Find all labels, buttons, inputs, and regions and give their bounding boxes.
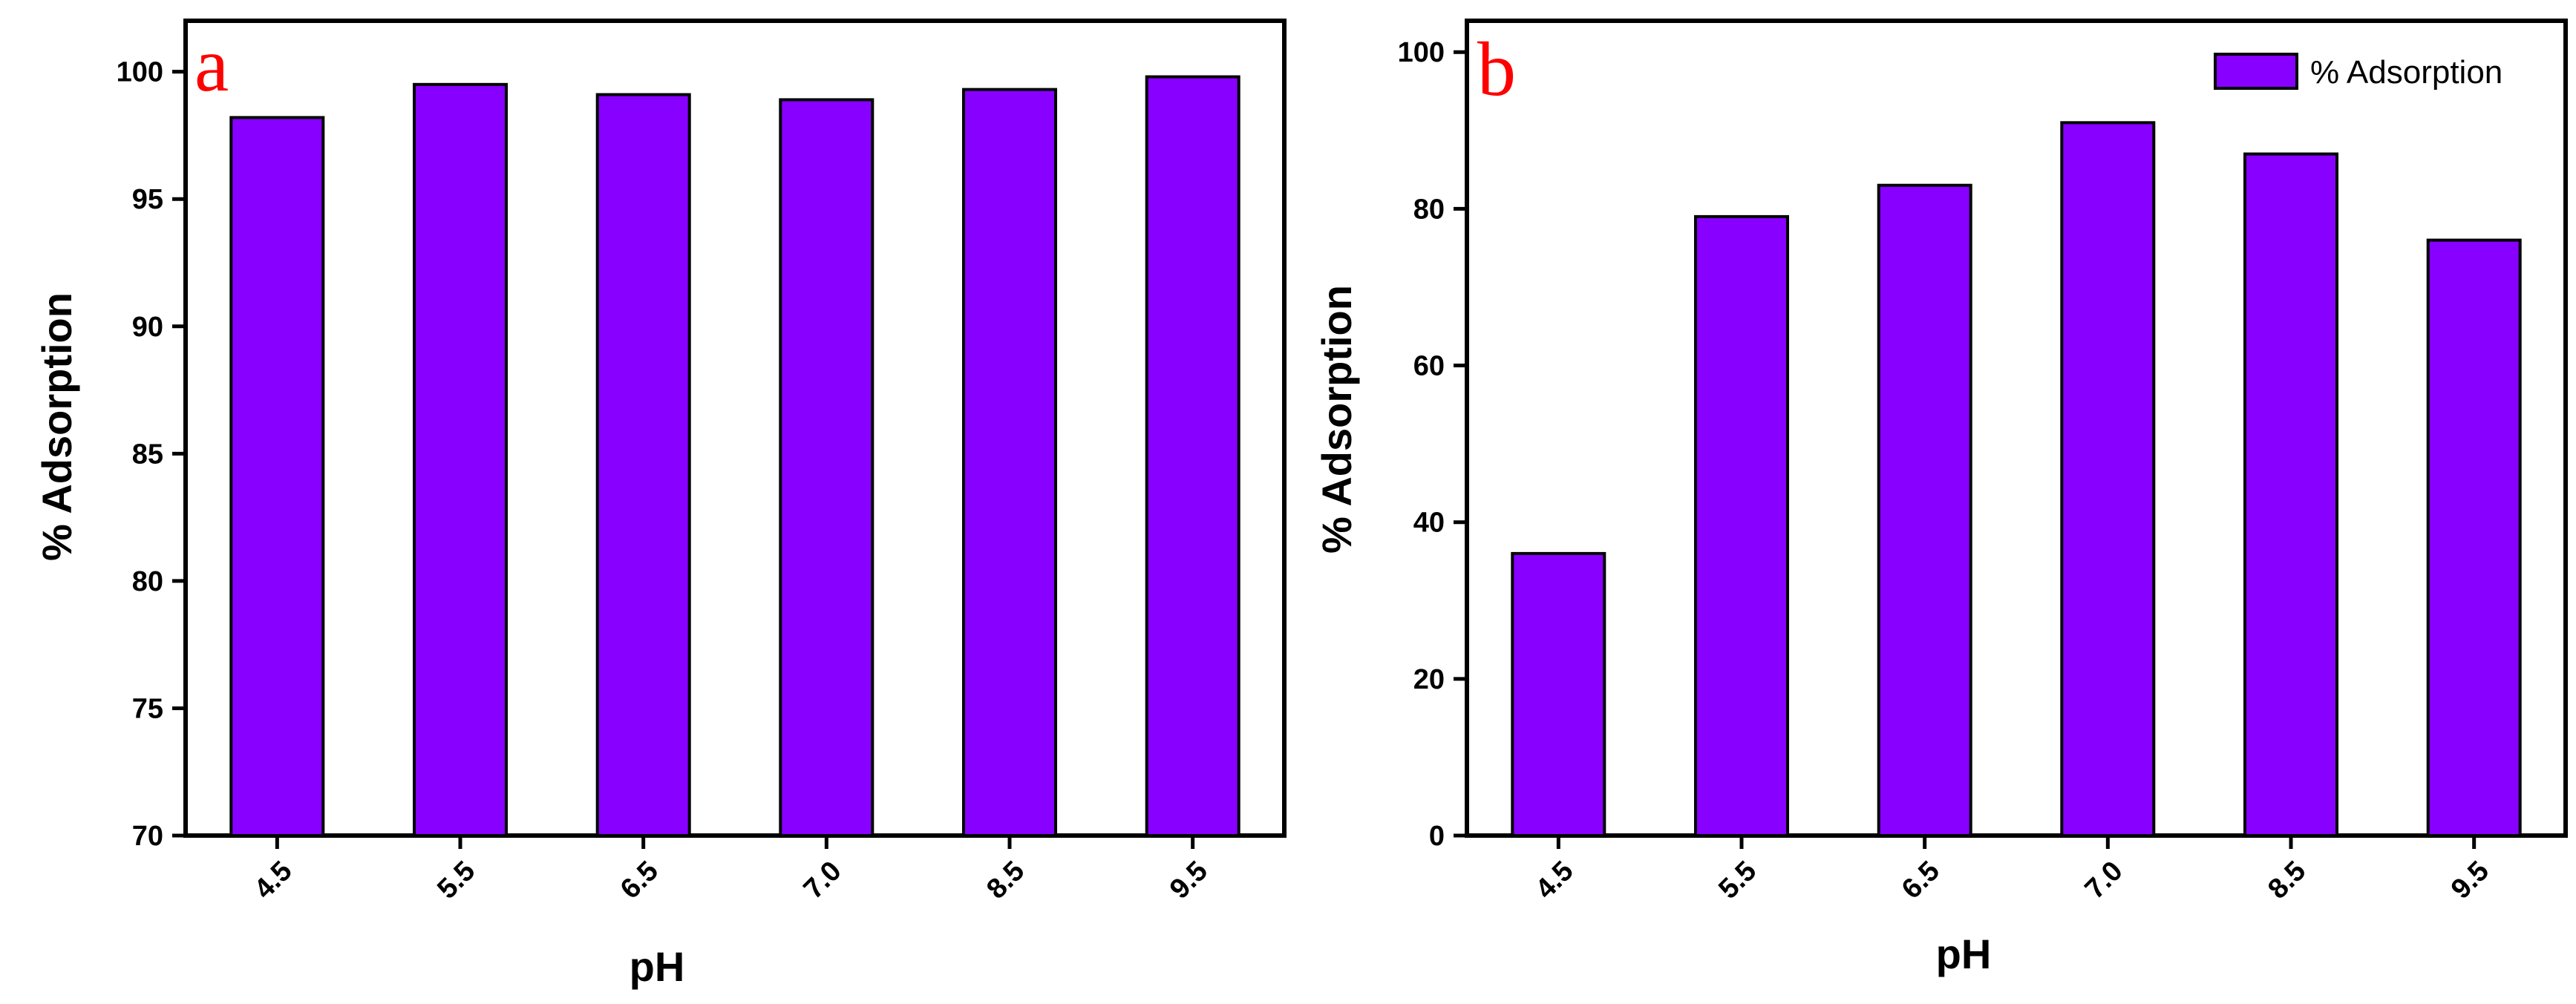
- panel-a-x-axis: 4.5 5.5 6.5 7.0 8.5 9.5: [249, 836, 1214, 905]
- panel-b-plot-frame: [1465, 19, 2568, 838]
- panel-b-x-axis-title: pH: [1936, 931, 1992, 977]
- x-tick-label: 7.0: [798, 856, 848, 905]
- y-tick-label: 70: [132, 821, 163, 852]
- y-tick-label: 80: [132, 566, 163, 597]
- x-tick-label: 8.5: [981, 856, 1030, 905]
- bar-4.5: [1511, 551, 1606, 838]
- x-tick-label: 9.5: [2445, 856, 2495, 905]
- bar-4.5: [229, 116, 325, 837]
- panel-a-plot-frame: [183, 19, 1287, 838]
- y-tick-label: 90: [132, 312, 163, 343]
- bar-8.5: [962, 88, 1057, 838]
- x-tick-label: 4.5: [1530, 856, 1580, 905]
- bar-7.0: [779, 98, 875, 837]
- legend-swatch: [2214, 53, 2298, 90]
- panel-a-x-axis-title: pH: [630, 943, 685, 990]
- y-tick-label: 40: [1413, 508, 1445, 539]
- x-tick-label: 7.0: [2079, 856, 2129, 905]
- bar-8.5: [2243, 152, 2338, 837]
- y-tick-label: 95: [132, 184, 163, 215]
- y-tick-label: 100: [117, 57, 163, 88]
- panel-a-y-axis: 70 75 80 85 90 95 100: [117, 57, 186, 852]
- panel-b-legend: % Adsorption: [2214, 53, 2503, 91]
- panel-b-bars: [1511, 121, 2522, 838]
- x-tick-label: 8.5: [2262, 856, 2312, 905]
- legend-label: % Adsorption: [2310, 54, 2503, 91]
- panel-b-x-axis: 4.5 5.5 6.5 7.0 8.5 9.5: [1530, 836, 2495, 905]
- bar-9.5: [1145, 75, 1240, 837]
- bar-7.0: [2060, 121, 2156, 838]
- y-tick-label: 60: [1413, 351, 1445, 382]
- y-tick-label: 100: [1398, 37, 1445, 68]
- y-tick-label: 80: [1413, 194, 1445, 225]
- y-tick-label: 85: [132, 439, 163, 470]
- x-tick-label: 6.5: [615, 856, 664, 905]
- panel-b-label: b: [1477, 27, 1516, 112]
- y-tick-label: 75: [132, 693, 163, 724]
- bar-6.5: [1877, 183, 1972, 837]
- x-tick-label: 5.5: [431, 856, 481, 905]
- bar-5.5: [1694, 214, 1789, 837]
- bar-5.5: [413, 82, 508, 838]
- x-tick-label: 5.5: [1713, 856, 1762, 905]
- y-tick-label: 0: [1429, 821, 1445, 852]
- panel-a-label: a: [194, 22, 229, 108]
- panel-b-y-axis: 0 20 40 60 80 100: [1398, 37, 1467, 852]
- x-tick-label: 4.5: [249, 856, 298, 905]
- chart-panel-b: 0 20 40 60 80 100 4.5 5.5 6.5 7.0 8.5 9.5 b pH % A…: [1313, 19, 2568, 977]
- panel-a-bars: [229, 75, 1240, 838]
- x-tick-label: 9.5: [1164, 856, 1214, 905]
- panel-b-y-axis-title: % Adsorption: [1313, 285, 1360, 554]
- x-tick-label: 6.5: [1896, 856, 1946, 905]
- y-tick-label: 20: [1413, 664, 1445, 695]
- bar-6.5: [595, 93, 691, 837]
- panel-a-y-axis-title: % Adsorption: [33, 292, 80, 561]
- bar-9.5: [2426, 238, 2522, 838]
